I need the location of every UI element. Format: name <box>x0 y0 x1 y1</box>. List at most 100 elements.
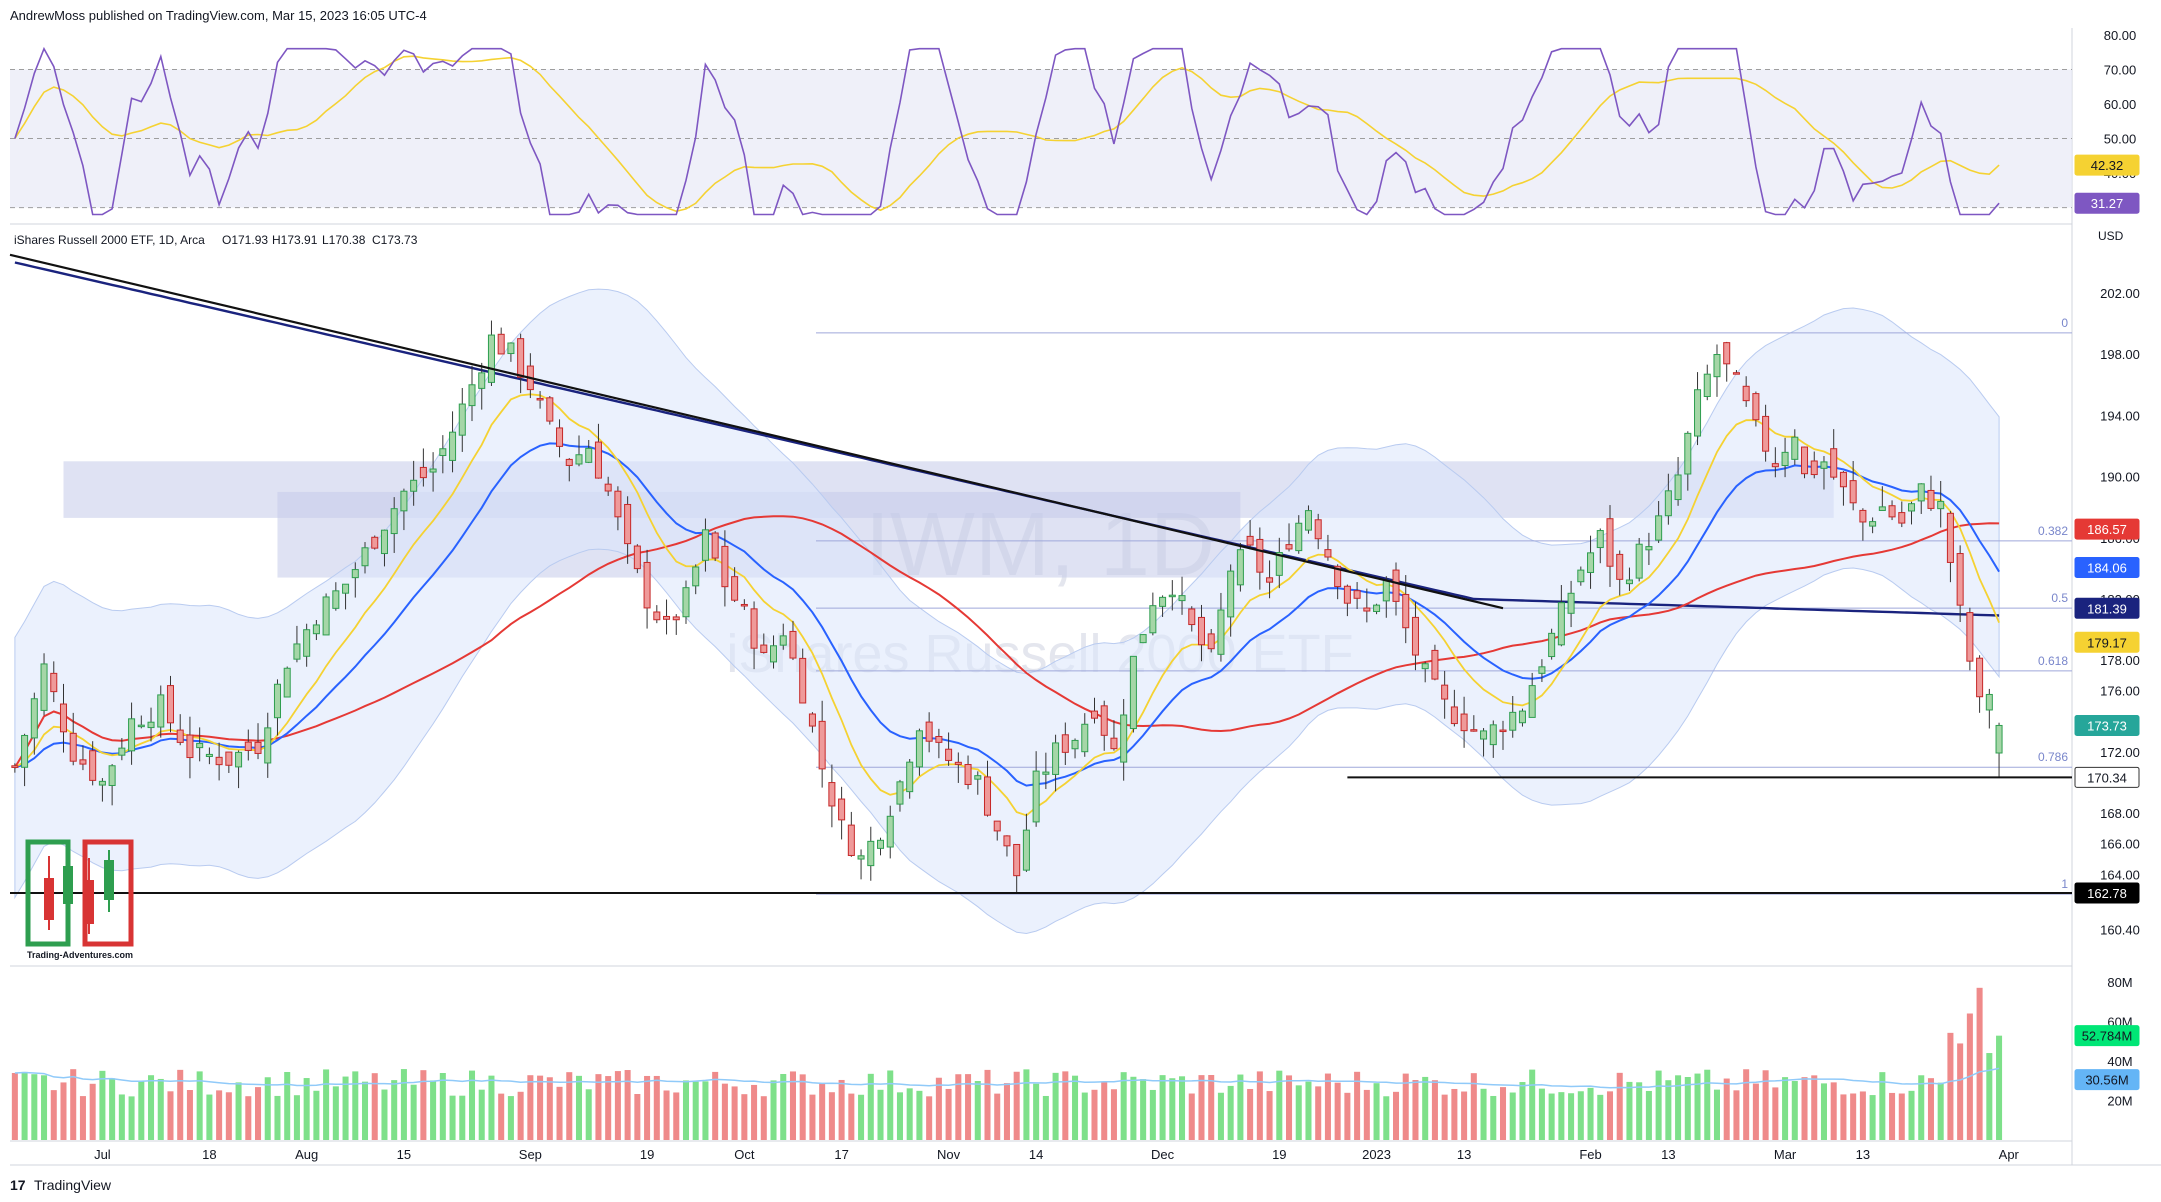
volume-bar-195 <box>1908 1090 1915 1140</box>
candle-103 <box>1013 843 1021 877</box>
candle-46 <box>458 403 466 436</box>
legend-high: H173.91 <box>272 233 318 247</box>
candle-137 <box>1343 585 1351 604</box>
tradingview-logo-icon: 17 <box>10 1177 26 1193</box>
fib-label-0: 0 <box>2061 316 2068 330</box>
volume-bar-135 <box>1324 1073 1331 1140</box>
volume-bar-28 <box>284 1071 291 1140</box>
fib-label-5: 1 <box>2061 877 2068 891</box>
candle-201 <box>1966 612 1974 662</box>
volume-bar-176 <box>1723 1078 1730 1140</box>
candle-199 <box>1946 512 1954 563</box>
candle-87 <box>857 855 865 860</box>
volume-bar-92 <box>906 1088 913 1140</box>
volume-bar-140 <box>1373 1083 1380 1140</box>
volume-bar-0 <box>11 1072 18 1140</box>
volume-bar-144 <box>1412 1080 1419 1140</box>
volume-bar-121 <box>1188 1093 1195 1140</box>
volume-bar-149 <box>1461 1091 1468 1140</box>
candle-36 <box>361 547 369 567</box>
price-tag-6-bg <box>2074 882 2140 904</box>
footer-brand: TradingView <box>34 1177 112 1193</box>
x-label-5: 19 <box>640 1147 654 1162</box>
volume-bar-141 <box>1383 1096 1390 1140</box>
candle-196 <box>1917 483 1925 502</box>
rsi-ma-tag: 42.32 <box>2091 158 2124 173</box>
currency-label: USD <box>2098 229 2124 243</box>
price-tag-5-bg <box>2074 766 2140 788</box>
legend-open: O171.93 <box>222 233 268 247</box>
x-label-4: Sep <box>519 1147 542 1162</box>
price-tag-4: 173.73 <box>2087 718 2127 733</box>
candle-108 <box>1061 734 1069 753</box>
volume-bar-11 <box>118 1094 125 1140</box>
x-label-1: 18 <box>202 1147 216 1162</box>
x-label-3: 15 <box>397 1147 411 1162</box>
volume-bar-196 <box>1918 1075 1925 1140</box>
candle-59 <box>585 447 593 463</box>
volume-pane <box>11 987 2003 1140</box>
candle-185 <box>1810 460 1818 476</box>
volume-bar-6 <box>70 1069 77 1140</box>
volume-bar-130 <box>1276 1070 1283 1140</box>
candle-32 <box>322 596 330 636</box>
volume-bar-9 <box>99 1070 106 1140</box>
candle-150 <box>1470 729 1478 732</box>
volume-bar-54 <box>537 1075 544 1140</box>
volume-tag-bg <box>2074 1025 2140 1047</box>
volume-bar-179 <box>1752 1083 1759 1140</box>
candle-155 <box>1518 710 1526 724</box>
volume-bar-39 <box>391 1080 398 1140</box>
candle-141 <box>1382 579 1390 602</box>
volume-tick-2: 40M <box>2107 1054 2132 1069</box>
volume-bar-153 <box>1499 1087 1507 1140</box>
volume-bar-48 <box>478 1089 485 1140</box>
candle-100 <box>983 776 992 816</box>
candle-198 <box>1937 500 1945 510</box>
volume-bar-83 <box>819 1083 826 1140</box>
volume-bar-8 <box>89 1083 96 1140</box>
volume-bar-170 <box>1665 1080 1672 1140</box>
x-label-17: 13 <box>1856 1147 1870 1162</box>
candle-15 <box>157 694 165 728</box>
candle-65 <box>643 561 651 609</box>
footer[interactable]: 17 TradingView <box>10 1177 112 1193</box>
candle-113 <box>1110 737 1118 750</box>
candle-0 <box>11 765 19 768</box>
price-tick-11: 164.00 <box>2100 867 2140 882</box>
volume-bar-106 <box>1042 1095 1049 1140</box>
volume-bar-24 <box>245 1096 252 1140</box>
candle-163 <box>1596 530 1604 549</box>
candle-106 <box>1042 771 1050 775</box>
candle-117 <box>1149 605 1157 634</box>
candle-104 <box>1022 829 1030 871</box>
volume-bar-163 <box>1597 1094 1604 1140</box>
candle-179 <box>1752 393 1760 421</box>
price-tick-3: 190.00 <box>2100 470 2140 485</box>
volume-bar-199 <box>1947 1032 1954 1140</box>
volume-bar-101 <box>994 1093 1001 1140</box>
volume-bar-78 <box>770 1080 777 1140</box>
volume-bar-17 <box>177 1069 184 1140</box>
price-tick-12: 160.40 <box>2100 922 2140 937</box>
candle-40 <box>400 490 408 512</box>
volume-bar-131 <box>1286 1075 1293 1140</box>
price-tick-6: 178.00 <box>2100 653 2140 668</box>
candle-74 <box>731 576 739 601</box>
price-tick-0: 202.00 <box>2100 286 2140 301</box>
candle-38 <box>380 529 388 555</box>
volume-bar-55 <box>546 1077 553 1140</box>
volume-tag: 52.784M <box>2082 1029 2133 1044</box>
candle-194 <box>1898 512 1906 524</box>
volume-bar-16 <box>167 1091 174 1140</box>
x-label-11: 19 <box>1272 1147 1286 1162</box>
x-label-16: Mar <box>1774 1147 1797 1162</box>
candle-33 <box>332 590 340 609</box>
legend-low: L170.38 <box>322 233 366 247</box>
price-tag-4-bg <box>2074 714 2140 736</box>
volume-bar-174 <box>1704 1069 1711 1140</box>
candle-149 <box>1460 713 1468 732</box>
x-label-12: 2023 <box>1362 1147 1391 1162</box>
volume-bar-102 <box>1003 1083 1010 1140</box>
volume-bar-145 <box>1422 1076 1429 1140</box>
